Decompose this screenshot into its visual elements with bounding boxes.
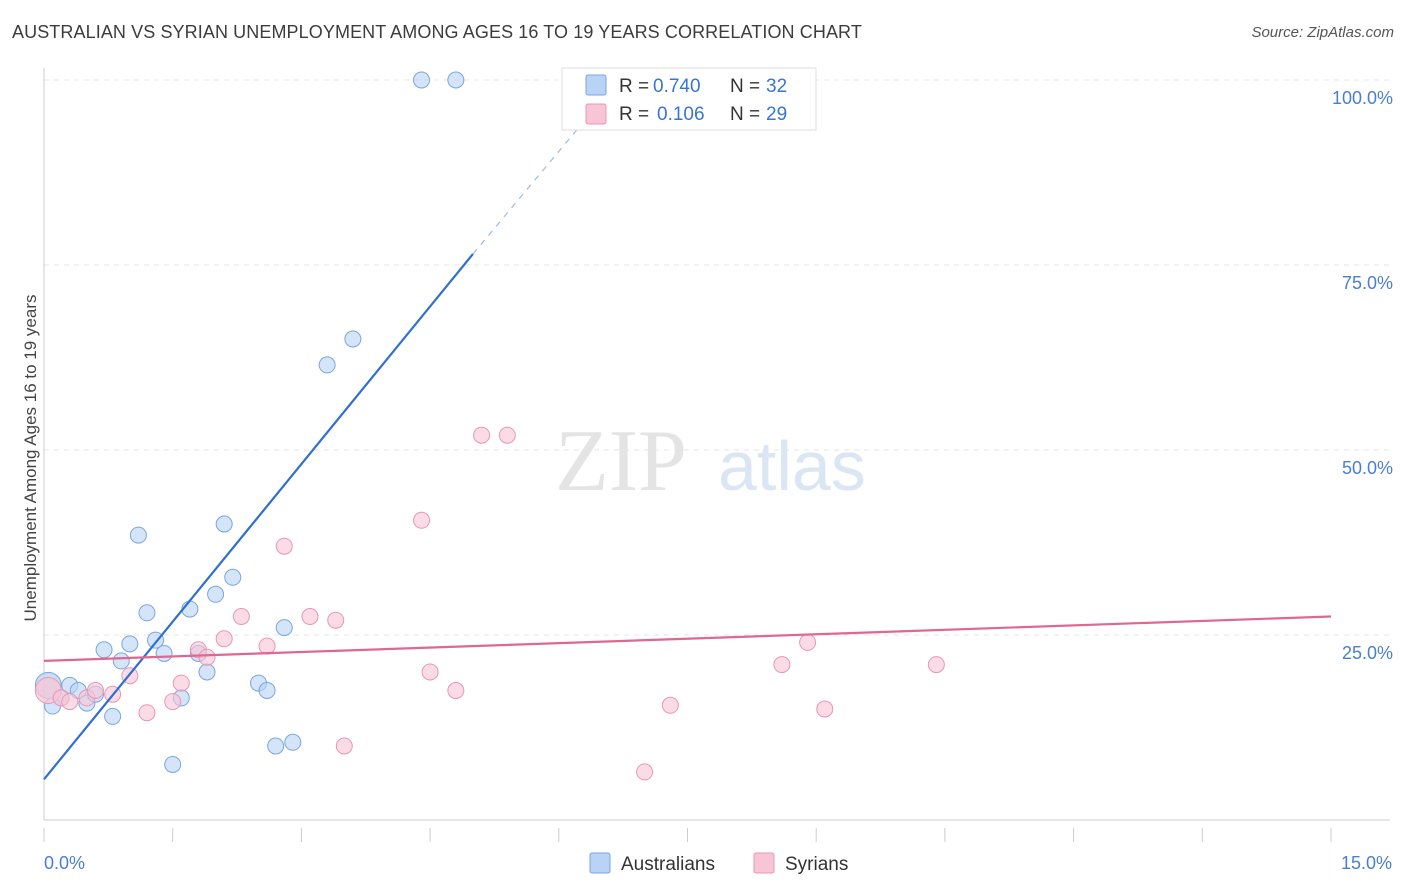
legend-n-label-australians: N = (730, 76, 760, 97)
syrians-point (498, 426, 516, 444)
australians-point (104, 707, 122, 725)
y-tick-label: 25.0% (1342, 643, 1393, 663)
legend-r-value-australians: 0.740 (653, 76, 701, 97)
australians-point (155, 645, 173, 662)
y-tick-label: 75.0% (1342, 273, 1393, 293)
syrians-point (927, 656, 945, 674)
legend-r-label-syrians: R = (619, 104, 649, 125)
gridlines (44, 79, 1392, 636)
australians-point (344, 330, 362, 348)
syrians-point (327, 611, 345, 629)
y-tick-label: 100.0% (1332, 88, 1393, 108)
syrians-point (816, 700, 834, 718)
y-axis-label: Unemployment Among Ages 16 to 19 years (21, 295, 40, 622)
syrians-point (661, 696, 679, 714)
syrians-point (773, 656, 791, 674)
australians-points (34, 71, 465, 773)
australians-point (215, 515, 233, 533)
syrians-point (447, 682, 465, 699)
australians-trend-line (43, 253, 474, 780)
australians-point (121, 635, 139, 653)
australians-point (95, 641, 113, 659)
australians-point (258, 682, 276, 699)
watermark: ZIP atlas (555, 413, 866, 510)
australians-point (284, 733, 302, 751)
legend-swatch-australians (585, 74, 607, 96)
australians-point (447, 71, 465, 89)
australians-point (198, 663, 216, 681)
x-ticks (43, 828, 1332, 842)
australians-point (207, 585, 225, 603)
australians-point (129, 526, 147, 544)
watermark-atlas: atlas (718, 427, 866, 505)
syrians-point (86, 682, 104, 699)
syrians-point (138, 704, 156, 722)
bottom-legend-australians: Australians (621, 854, 715, 875)
syrians-point (172, 674, 190, 692)
y-tick-labels: 25.0% 50.0% 75.0% 100.0% (1332, 88, 1393, 663)
y-tick-label: 50.0% (1342, 458, 1393, 478)
bottom-legend-swatch-syrians (753, 852, 775, 874)
correlation-legend: R = 0.740 N = 32 R = 0.106 N = 29 (561, 67, 817, 131)
trend-lines (43, 120, 1332, 780)
australians-point (413, 71, 431, 89)
australians-point (318, 356, 336, 374)
chart-title: AUSTRALIAN VS SYRIAN UNEMPLOYMENT AMONG … (12, 22, 862, 42)
legend-r-value-syrians: 0.106 (657, 104, 705, 125)
australians-point (275, 619, 293, 637)
syrians-point (799, 633, 817, 651)
syrians-point (473, 426, 491, 444)
syrians-point (232, 608, 250, 625)
syrians-point (198, 648, 216, 666)
syrians-point (61, 693, 79, 711)
legend-n-label-syrians: N = (730, 104, 760, 125)
syrians-trend-line (43, 615, 1332, 662)
australians-point (164, 756, 182, 773)
bottom-legend-swatch-australians (589, 852, 611, 874)
watermark-zip: ZIP (555, 413, 687, 510)
source-label: Source: ZipAtlas.com (1251, 24, 1394, 41)
syrians-point (421, 663, 439, 681)
syrians-point (413, 511, 431, 529)
legend-n-value-australians: 32 (766, 76, 787, 97)
x-tick-label-min: 0.0% (44, 853, 85, 873)
legend-r-label-australians: R = (619, 76, 649, 97)
australians-point (267, 737, 285, 755)
syrians-point (258, 637, 276, 655)
syrians-point (164, 693, 182, 711)
australians-trend-extension (472, 120, 585, 255)
syrians-point (275, 537, 293, 555)
syrians-point (335, 737, 353, 755)
australians-point (138, 604, 156, 622)
bottom-legend-syrians: Syrians (785, 854, 848, 875)
syrians-point (301, 608, 319, 625)
australians-point (224, 568, 242, 586)
syrians-point (636, 763, 654, 781)
legend-n-value-syrians: 29 (766, 104, 787, 125)
x-tick-label-max: 15.0% (1341, 853, 1392, 873)
series-legend: Australians Syrians (589, 852, 848, 875)
syrians-point (215, 630, 233, 648)
legend-swatch-syrians (585, 103, 607, 125)
australians-point (112, 652, 130, 670)
